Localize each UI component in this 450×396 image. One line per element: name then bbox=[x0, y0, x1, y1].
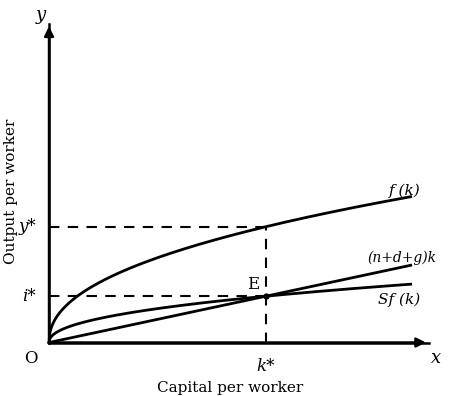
Text: E: E bbox=[247, 276, 259, 293]
Text: Capital per worker: Capital per worker bbox=[157, 381, 303, 394]
Text: Sf (k): Sf (k) bbox=[378, 292, 420, 307]
Text: x: x bbox=[431, 349, 441, 367]
Text: y: y bbox=[35, 6, 45, 23]
Text: (n+d+g)k: (n+d+g)k bbox=[367, 250, 436, 265]
Text: i*: i* bbox=[22, 287, 36, 305]
Y-axis label: Output per worker: Output per worker bbox=[4, 118, 18, 264]
Text: f (k): f (k) bbox=[389, 183, 421, 198]
Text: O: O bbox=[24, 350, 38, 367]
Text: y*: y* bbox=[18, 218, 36, 235]
Text: k*: k* bbox=[257, 358, 275, 375]
